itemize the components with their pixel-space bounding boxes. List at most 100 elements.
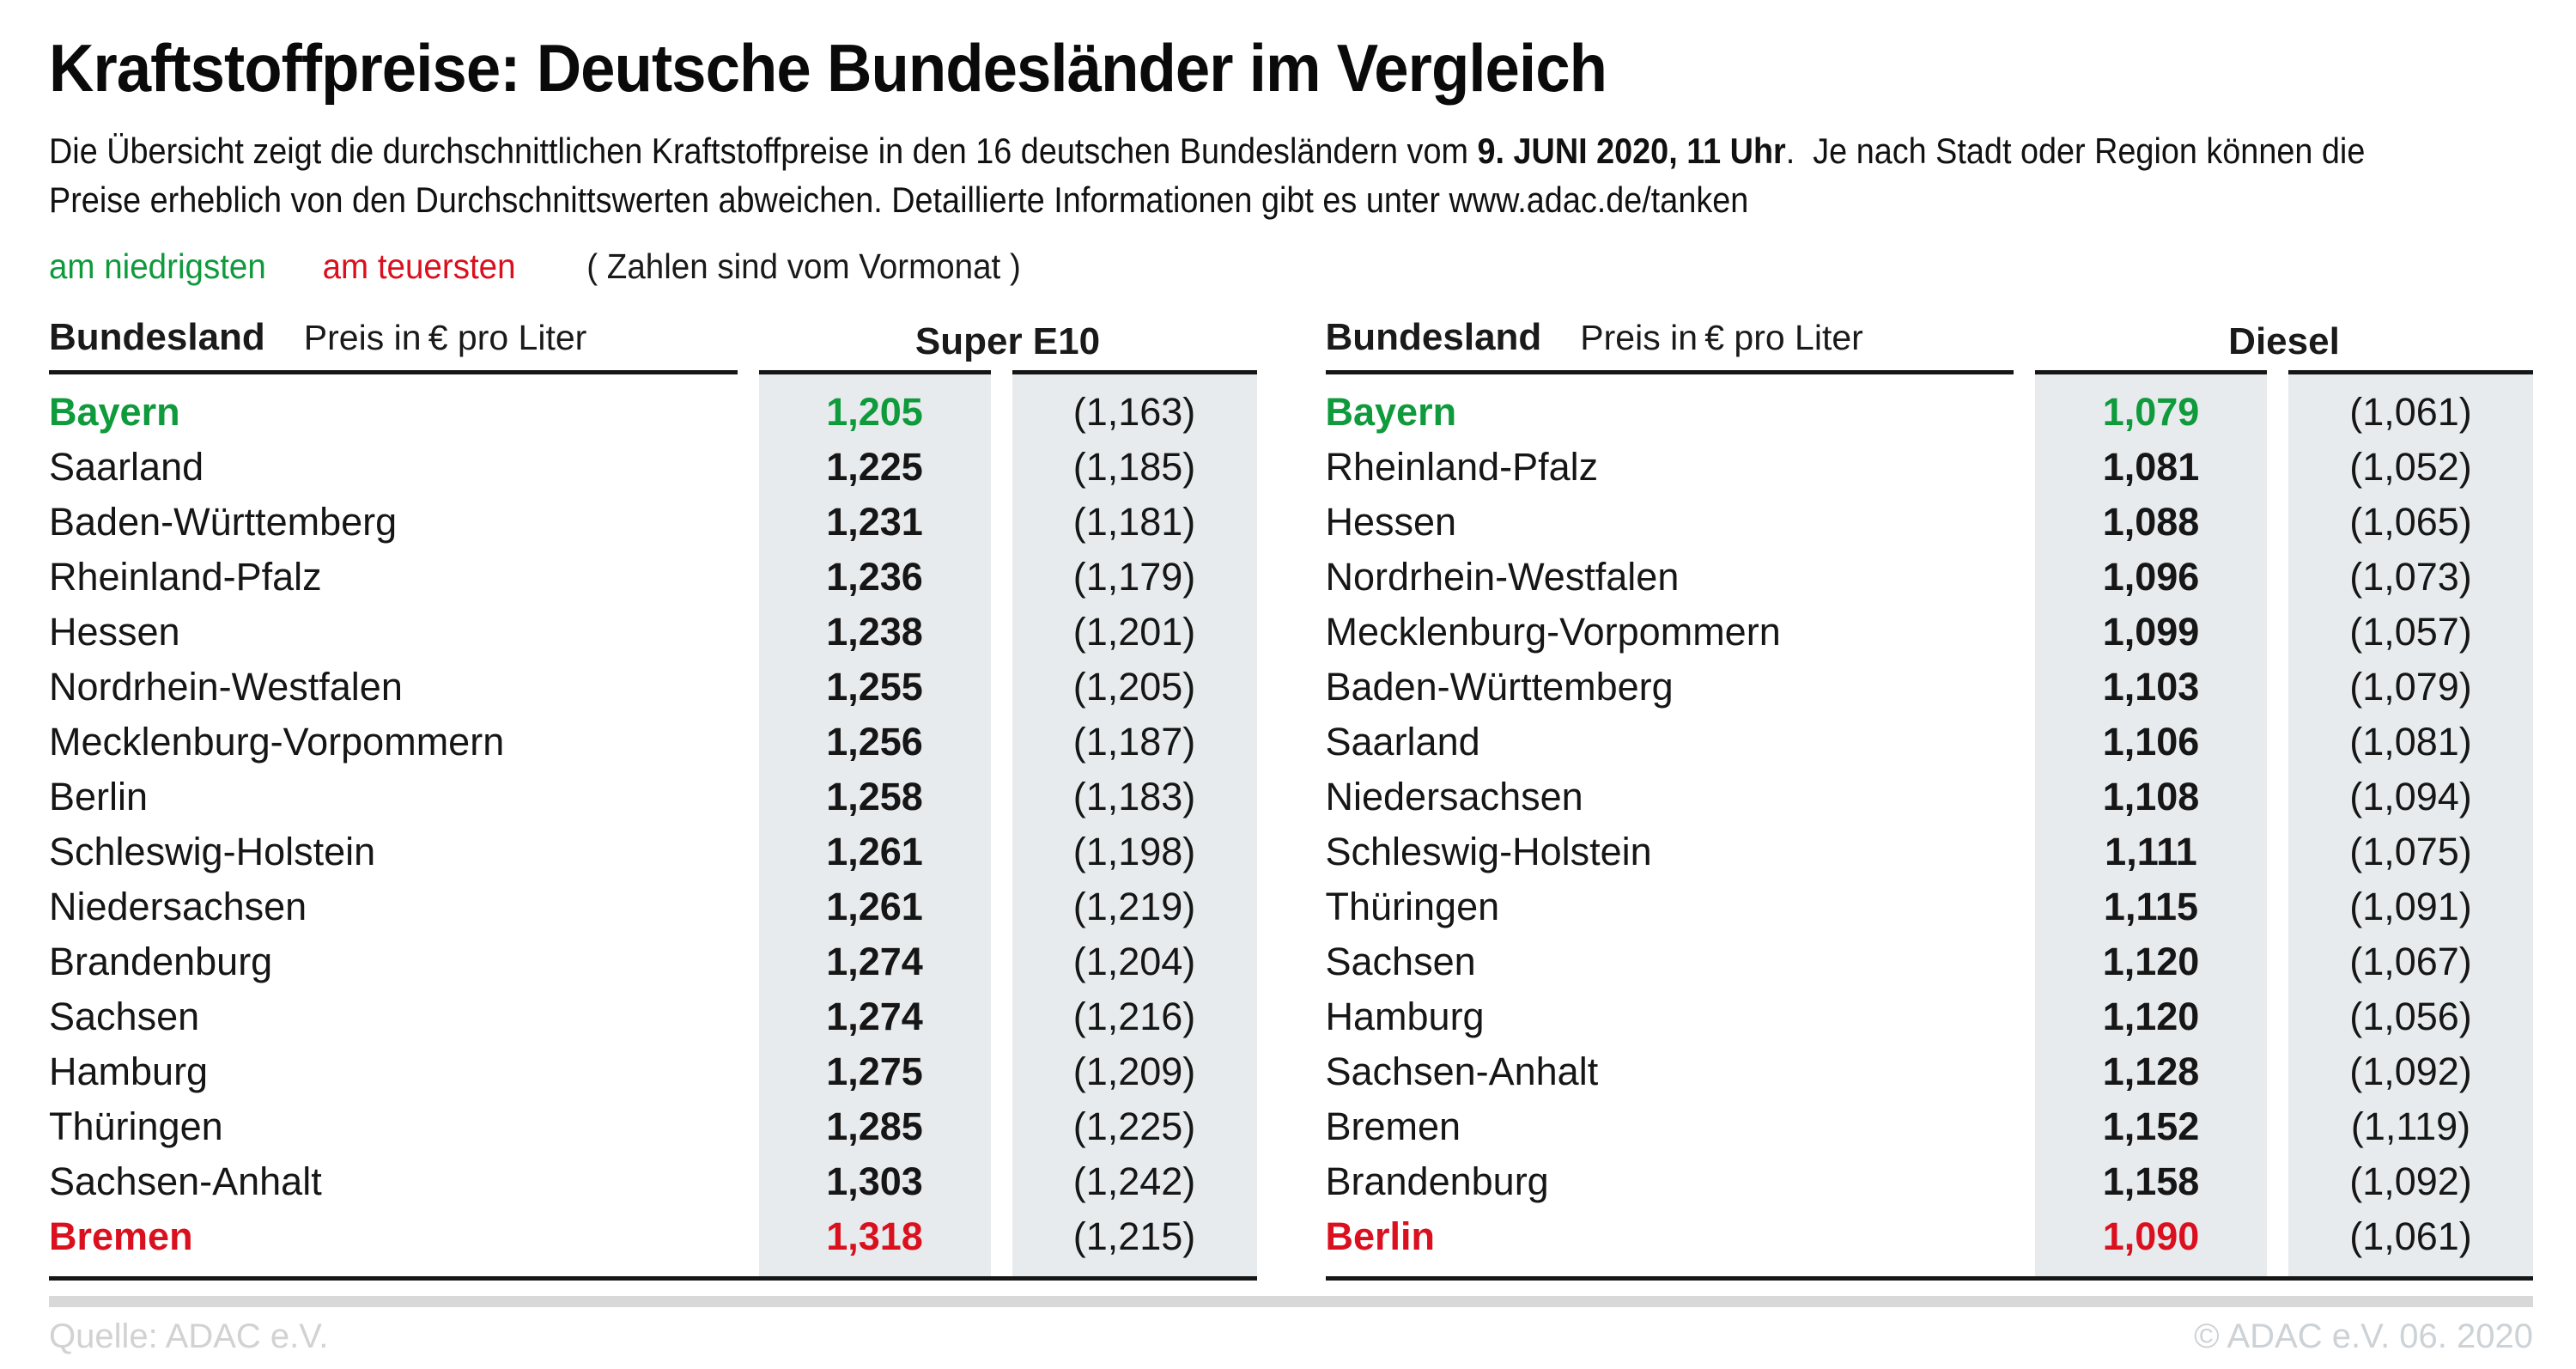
table-row: Hessen 1,238 (1,201) xyxy=(49,605,1257,660)
state-name: Bayern xyxy=(49,390,180,434)
current-price: 1,090 xyxy=(2102,1214,2200,1258)
state-name: Berlin xyxy=(1325,1214,1436,1258)
table-header-super-e10: Bundesland Preis in € pro Liter Super E1… xyxy=(49,316,1257,374)
current-price: 1,106 xyxy=(2102,720,2200,764)
previous-month-price: (1,219) xyxy=(1072,885,1196,928)
table-header-left: Bundesland Preis in € pro Liter xyxy=(1325,316,2014,374)
table-body-diesel: Bayern 1,079 (1,061) Rheinland-Pfalz 1,0… xyxy=(1325,374,2534,1281)
previous-month-price: (1,183) xyxy=(1072,775,1196,818)
price-column-background xyxy=(758,374,991,1276)
previous-month-price: (1,092) xyxy=(2349,1050,2472,1093)
previous-month-price: (1,073) xyxy=(2349,555,2472,599)
state-name: Niedersachsen xyxy=(1325,775,1583,818)
previous-month-price: (1,185) xyxy=(1072,445,1196,489)
state-name: Hessen xyxy=(49,610,180,654)
state-name: Brandenburg xyxy=(1325,1159,1549,1203)
previous-month-price: (1,075) xyxy=(2349,830,2472,873)
previous-month-price: (1,181) xyxy=(1072,500,1196,544)
table-row: Brandenburg 1,274 (1,204) xyxy=(49,934,1257,989)
state-name: Mecklenburg-Vorpommern xyxy=(49,720,505,764)
previous-month-price: (1,067) xyxy=(2349,940,2472,983)
state-name: Mecklenburg-Vorpommern xyxy=(1325,610,1781,654)
previous-month-price: (1,198) xyxy=(1072,830,1196,873)
current-price: 1,128 xyxy=(2102,1050,2200,1093)
table-row: Bremen 1,318 (1,215) xyxy=(49,1209,1257,1264)
previous-month-price: (1,204) xyxy=(1072,940,1196,983)
current-price: 1,103 xyxy=(2102,665,2200,709)
legend: am niedrigsten am teuersten ( Zahlen sin… xyxy=(49,246,2384,287)
table-header-diesel: Bundesland Preis in € pro Liter Diesel xyxy=(1325,316,2533,374)
previous-month-price: (1,081) xyxy=(2349,720,2472,764)
table-row: Bayern 1,205 (1,163) xyxy=(49,385,1257,440)
legend-note: ( Zahlen sind vom Vormonat ) xyxy=(586,246,1021,286)
table-row: Baden-Württemberg 1,231 (1,181) xyxy=(49,495,1257,550)
column-header-fuel-diesel: Diesel xyxy=(2035,316,2533,374)
previous-month-price: (1,119) xyxy=(2350,1104,2471,1148)
current-price: 1,255 xyxy=(826,665,923,709)
previous-month-price: (1,094) xyxy=(2349,775,2472,818)
intro-date: 9. JUNI 2020, 11 Uhr xyxy=(1477,131,1786,171)
table-header-left: Bundesland Preis in € pro Liter xyxy=(49,316,738,374)
state-name: Bremen xyxy=(49,1214,193,1258)
previous-month-price: (1,092) xyxy=(2349,1159,2472,1203)
current-price: 1,261 xyxy=(826,830,923,873)
current-price: 1,079 xyxy=(2102,390,2200,434)
current-price: 1,303 xyxy=(826,1159,923,1203)
table-row: Saarland 1,106 (1,081) xyxy=(1326,715,2534,770)
legend-lowest-label: am niedrigsten xyxy=(49,246,266,286)
previous-month-price: (1,091) xyxy=(2349,885,2472,928)
current-price: 1,238 xyxy=(826,610,923,654)
table-row: Hamburg 1,275 (1,209) xyxy=(49,1044,1257,1099)
table-row: Niedersachsen 1,261 (1,219) xyxy=(49,879,1257,934)
previous-month-price: (1,061) xyxy=(2349,1214,2472,1258)
current-price: 1,274 xyxy=(826,995,923,1038)
current-price: 1,261 xyxy=(826,885,923,928)
column-header-preis: Preis in € pro Liter xyxy=(303,318,587,357)
state-name: Sachsen-Anhalt xyxy=(49,1159,322,1203)
previous-month-price: (1,225) xyxy=(1072,1104,1196,1148)
previous-month-price: (1,187) xyxy=(1072,720,1196,764)
state-name: Schleswig-Holstein xyxy=(49,830,376,873)
table-row: Berlin 1,090 (1,061) xyxy=(1326,1209,2534,1264)
column-header-bundesland: Bundesland xyxy=(49,316,265,358)
state-name: Saarland xyxy=(49,445,204,489)
current-price: 1,115 xyxy=(2103,885,2199,928)
current-price: 1,285 xyxy=(826,1104,923,1148)
state-name: Bremen xyxy=(1325,1104,1461,1148)
current-price: 1,099 xyxy=(2102,610,2200,654)
current-price: 1,236 xyxy=(826,555,923,599)
table-row: Brandenburg 1,158 (1,092) xyxy=(1326,1154,2534,1209)
state-name: Thüringen xyxy=(49,1104,223,1148)
table-row: Niedersachsen 1,108 (1,094) xyxy=(1326,770,2534,824)
previous-month-price: (1,209) xyxy=(1072,1050,1196,1093)
intro-text-before: Die Übersicht zeigt die durchschnittlich… xyxy=(49,131,1478,171)
column-header-bundesland: Bundesland xyxy=(1325,316,1542,358)
table-row: Sachsen 1,274 (1,216) xyxy=(49,989,1257,1044)
previous-month-price: (1,061) xyxy=(2349,390,2472,434)
previous-month-price: (1,215) xyxy=(1072,1214,1196,1258)
table-row: Sachsen 1,120 (1,067) xyxy=(1326,934,2534,989)
state-name: Sachsen-Anhalt xyxy=(1325,1050,1599,1093)
column-header-fuel-super-e10: Super E10 xyxy=(758,316,1257,374)
column-header-preis: Preis in € pro Liter xyxy=(1580,318,1863,357)
current-price: 1,108 xyxy=(2102,775,2200,818)
previous-month-price: (1,056) xyxy=(2349,995,2472,1038)
previous-month-price: (1,163) xyxy=(1072,390,1196,434)
previous-month-column-background xyxy=(1012,374,1257,1276)
price-tables: Bundesland Preis in € pro Liter Super E1… xyxy=(49,316,2533,1281)
previous-month-price: (1,242) xyxy=(1072,1159,1196,1203)
footer-divider-bar xyxy=(49,1296,2533,1307)
table-row: Rheinland-Pfalz 1,081 (1,052) xyxy=(1326,440,2534,495)
previous-month-price: (1,179) xyxy=(1072,555,1196,599)
previous-month-price: (1,216) xyxy=(1072,995,1196,1038)
current-price: 1,111 xyxy=(2105,830,2197,873)
table-row: Schleswig-Holstein 1,261 (1,198) xyxy=(49,824,1257,879)
current-price: 1,158 xyxy=(2102,1159,2200,1203)
table-row: Hessen 1,088 (1,065) xyxy=(1326,495,2534,550)
footer: Quelle: ADAC e.V. © ADAC e.V. 06. 2020 xyxy=(49,1317,2533,1356)
table-row: Baden-Württemberg 1,103 (1,079) xyxy=(1326,660,2534,715)
state-name: Sachsen xyxy=(49,995,200,1038)
table-row: Bayern 1,079 (1,061) xyxy=(1326,385,2534,440)
table-row: Mecklenburg-Vorpommern 1,099 (1,057) xyxy=(1326,605,2534,660)
